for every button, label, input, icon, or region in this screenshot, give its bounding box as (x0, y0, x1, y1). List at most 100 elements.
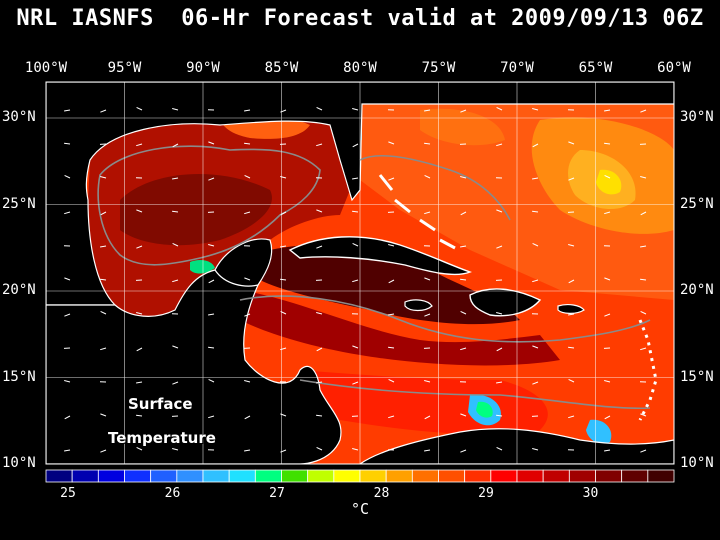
lon-label: 85°W (264, 60, 299, 76)
colorbar-swatch (595, 469, 623, 483)
wind-arrow (244, 277, 251, 281)
colorbar-tick-label: 25 (60, 486, 76, 501)
colorbar-swatch (254, 469, 282, 483)
wind-arrow (280, 278, 287, 281)
wind-arrow (136, 143, 143, 147)
wind-arrow (568, 378, 575, 383)
wind-arrow (316, 143, 323, 147)
wind-arrow (640, 310, 647, 315)
wind-arrow (496, 209, 503, 213)
wind-arrow (136, 209, 143, 213)
wind-arrow (568, 244, 575, 247)
wind-arrow (100, 449, 107, 453)
wind-arrow (424, 380, 431, 383)
wind-arrow (208, 279, 215, 284)
colorbar-swatch (307, 469, 335, 483)
lon-label: 65°W (578, 60, 613, 76)
wind-arrow (100, 211, 107, 216)
colorbar-swatch (621, 469, 649, 483)
wind-arrow (352, 108, 359, 111)
wind-arrow (172, 279, 179, 283)
wind-arrow (388, 177, 395, 181)
wind-arrow (532, 345, 539, 349)
wind-arrow (460, 211, 467, 216)
wind-arrow (640, 413, 647, 417)
wind-arrow (604, 313, 611, 317)
wind-arrow (568, 279, 575, 284)
wind-arrow (532, 108, 539, 111)
wind-arrow (64, 415, 71, 420)
wind-arrow (640, 176, 647, 179)
page-title: NRL IASNFS 06-Hr Forecast valid at 2009/… (16, 6, 704, 31)
lon-label: 100°W (24, 60, 68, 76)
wind-arrow (100, 245, 107, 248)
wind-arrow (244, 415, 251, 420)
colorbar-tick-label: 28 (373, 486, 390, 501)
wind-arrow (388, 244, 395, 247)
wind-arrow (604, 277, 611, 281)
hispaniola-land (469, 288, 542, 317)
wind-arrow (208, 177, 215, 181)
lon-label: 75°W (421, 60, 456, 76)
wind-arrow (100, 310, 107, 315)
wind-arrow (244, 211, 251, 215)
wind-arrow (496, 381, 503, 384)
wind-arrow (460, 413, 467, 417)
wind-arrow (388, 346, 395, 349)
wind-arrow (604, 174, 611, 179)
colorbar-swatch (333, 469, 361, 483)
wind-arrow (424, 174, 431, 179)
wind-arrow (172, 210, 179, 213)
wind-arrow (424, 142, 431, 145)
wind-arrow (388, 415, 395, 419)
colorbar-swatch (150, 469, 178, 483)
puerto-rico-land (557, 304, 585, 314)
wind-arrow (388, 141, 395, 145)
graticule (45, 82, 675, 465)
wind-arrow (388, 313, 395, 316)
wind-arrow (316, 312, 323, 315)
wind-arrow (208, 244, 215, 247)
wind-arrow (352, 177, 359, 180)
wind-arrow (460, 278, 467, 281)
wind-arrow (532, 448, 539, 451)
wind-arrow (100, 278, 107, 281)
wind-arrow (568, 141, 575, 145)
wind-arrow (424, 109, 431, 112)
colorbar-tick-label: 26 (164, 486, 181, 501)
wind-arrow (640, 245, 647, 248)
wind-arrow (280, 347, 287, 351)
colorbar-swatch (176, 469, 204, 483)
colorbar-swatch (542, 469, 570, 483)
wind-arrow (352, 143, 359, 148)
wind-arrow (172, 381, 179, 385)
lon-label: 80°W (343, 60, 377, 76)
central-america-land (46, 260, 342, 464)
wind-arrow (424, 449, 431, 452)
wind-arrow (568, 346, 575, 349)
lat-label-right: 30°N (680, 109, 714, 125)
cuba-land (288, 236, 472, 276)
map-frame (45, 81, 675, 465)
wind-arrow (460, 176, 467, 179)
wind-arrow (640, 109, 647, 113)
wind-arrow (244, 142, 251, 145)
wind-arrow (424, 313, 431, 317)
wind-arrow (424, 277, 431, 281)
colorbar-tick-label: 29 (478, 486, 494, 501)
wind-arrow (172, 448, 179, 451)
wind-arrow (100, 176, 107, 179)
wind-arrow (496, 312, 503, 315)
colorbar-swatch (202, 469, 230, 483)
wind-arrow (136, 312, 143, 315)
wind-arrow (640, 347, 647, 351)
wind-arrow (316, 347, 323, 352)
wind-arrow (136, 245, 143, 249)
wind-arrow (496, 446, 503, 451)
wind-arrow (424, 415, 431, 420)
wind-arrow (532, 210, 539, 213)
wind-arrow (460, 245, 467, 248)
bahamas-islands (378, 174, 456, 250)
wind-arrow (136, 446, 143, 451)
wind-arrow (208, 141, 215, 145)
